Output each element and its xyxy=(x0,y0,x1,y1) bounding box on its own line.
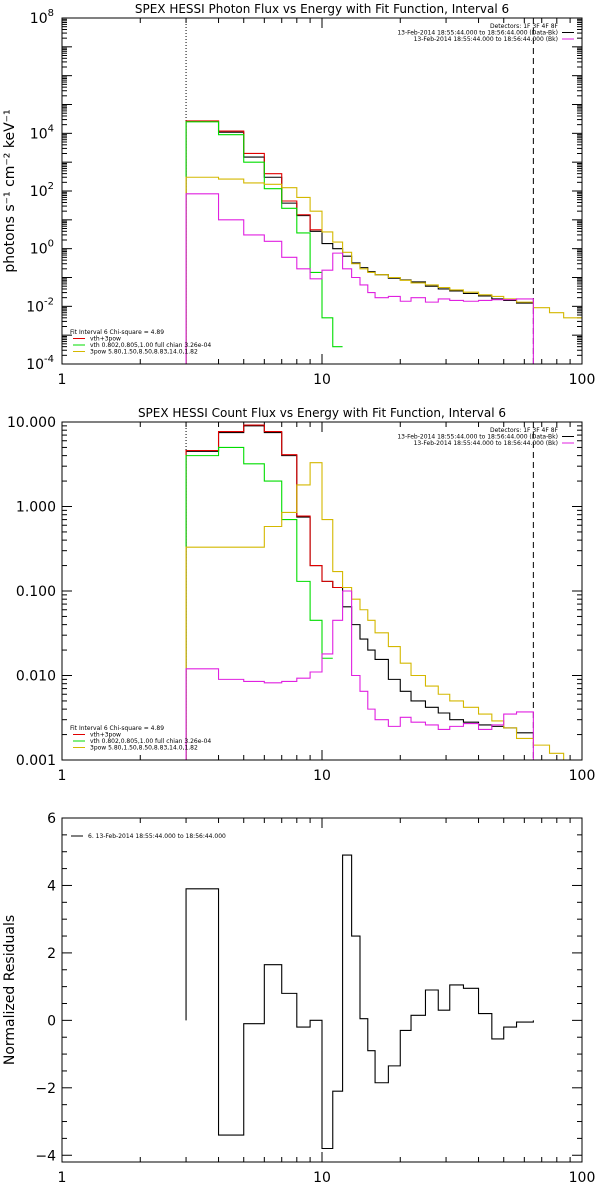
y-tick-exponent: -2 xyxy=(44,296,54,307)
series-line xyxy=(185,193,534,364)
y-tick-label: −4 xyxy=(35,1148,56,1164)
chart-title: SPEX HESSI Count Flux vs Energy with Fit… xyxy=(138,406,506,420)
y-tick-label: 1.000 xyxy=(16,500,56,516)
legend-entry: vth 0.802,0.805,1.00 full chian 3.26e-04 xyxy=(90,738,211,745)
x-tick-label: 1 xyxy=(58,1170,67,1186)
x-tick-label: 10 xyxy=(313,372,331,388)
legend-entry: vth+3pow xyxy=(90,732,121,739)
y-tick-label: 104 xyxy=(30,123,54,142)
x-tick-label: 10 xyxy=(313,1170,331,1186)
y-tick-exponent: 2 xyxy=(48,181,54,192)
series-line xyxy=(185,446,333,760)
y-tick-exponent: 0 xyxy=(48,239,54,250)
legend-entry: Detectors: 1F 3F 4F 8F xyxy=(490,427,559,434)
series-line xyxy=(185,424,343,760)
plot-frame xyxy=(61,817,583,1163)
y-tick-label: 2 xyxy=(47,946,56,962)
x-tick-label: 100 xyxy=(569,768,596,784)
y-tick-exponent: 8 xyxy=(48,8,54,19)
y-tick-label: 0.001 xyxy=(16,753,56,769)
y-axis-label: Normalized Residuals xyxy=(2,915,18,1065)
series-line xyxy=(185,854,534,1150)
y-tick-label: 0 xyxy=(47,1013,56,1029)
y-tick-label: 10-4 xyxy=(26,354,54,373)
legend-entry: 13-Feb-2014 18:55:44.000 to 18:56:44.000… xyxy=(397,30,558,37)
y-tick-base: 10 xyxy=(30,11,48,27)
series-line xyxy=(185,121,343,364)
plot-frame xyxy=(61,421,583,761)
chart-2: SPEX HESSI Count Flux vs Energy with Fit… xyxy=(7,406,595,784)
legend-entry: 6. 13-Feb-2014 18:55:44.000 to 18:56:44.… xyxy=(88,833,226,840)
x-tick-label: 1 xyxy=(58,768,67,784)
series-group xyxy=(185,120,582,364)
series-group xyxy=(185,854,534,1150)
x-tick-label: 1 xyxy=(58,372,67,388)
legend-entry: Fit Interval 6 Chi-square = 4.89 xyxy=(70,725,164,732)
legend-entry: 3pow 5.80,1.50,8.50,8.83,14.0,1.82 xyxy=(90,745,198,752)
legend-entry: 13-Feb-2014 18:55:44.000 to 18:56:44.000… xyxy=(414,440,558,447)
y-tick-base: 10 xyxy=(30,126,48,142)
y-tick-base: 10 xyxy=(26,357,44,373)
chart-title: SPEX HESSI Photon Flux vs Energy with Fi… xyxy=(135,2,509,16)
legend-entry: Detectors: 1F 3F 4F 8F xyxy=(490,23,559,30)
legend-entry: vth+3pow xyxy=(90,336,121,343)
legend-entry: 13-Feb-2014 18:55:44.000 to 18:56:44.000… xyxy=(414,36,558,43)
y-axis-label: photons s⁻¹ cm⁻² keV⁻¹ xyxy=(2,109,18,272)
series-line xyxy=(185,176,582,364)
y-tick-base: 10 xyxy=(26,299,44,315)
series-line xyxy=(185,462,582,760)
series-line xyxy=(185,590,534,760)
y-tick-base: 10 xyxy=(30,242,48,258)
y-tick-label: 4 xyxy=(47,878,56,894)
legend-entry: 13-Feb-2014 18:55:44.000 to 18:56:44.000… xyxy=(397,434,558,441)
series-group xyxy=(185,424,582,760)
legend-entry: 3pow 5.80,1.50,8.50,8.83,14.0,1.82 xyxy=(90,349,198,356)
x-tick-label: 100 xyxy=(569,1170,596,1186)
series-line xyxy=(185,120,534,364)
x-tick-label: 10 xyxy=(313,768,331,784)
y-tick-label: 100 xyxy=(30,239,54,258)
y-tick-label: 6 xyxy=(47,811,56,827)
y-tick-base: 10 xyxy=(30,184,48,200)
y-tick-exponent: 4 xyxy=(48,123,54,134)
y-tick-label: 0.100 xyxy=(16,584,56,600)
y-tick-label: 10-2 xyxy=(26,296,54,315)
chart-3: 1 10 100 −4 −2 0 2 4 6 Normalized Residuals 6. 13-… xyxy=(2,811,595,1186)
y-tick-label: 10.000 xyxy=(7,415,56,431)
plot-frame xyxy=(61,17,583,365)
y-tick-label: −2 xyxy=(35,1081,56,1097)
chart-1: SPEX HESSI Photon Flux vs Energy with Fi… xyxy=(2,2,595,388)
legend-entry: Fit Interval 6 Chi-square = 4.89 xyxy=(70,329,164,336)
series-line xyxy=(185,120,322,364)
y-tick-label: 0.010 xyxy=(16,669,56,685)
y-tick-label: 102 xyxy=(30,181,54,200)
x-tick-label: 100 xyxy=(569,372,596,388)
y-tick-exponent: -4 xyxy=(44,354,54,365)
y-tick-label: 108 xyxy=(30,8,54,27)
legend-entry: vth 0.802,0.805,1.00 full chian 3.26e-04 xyxy=(90,342,211,349)
